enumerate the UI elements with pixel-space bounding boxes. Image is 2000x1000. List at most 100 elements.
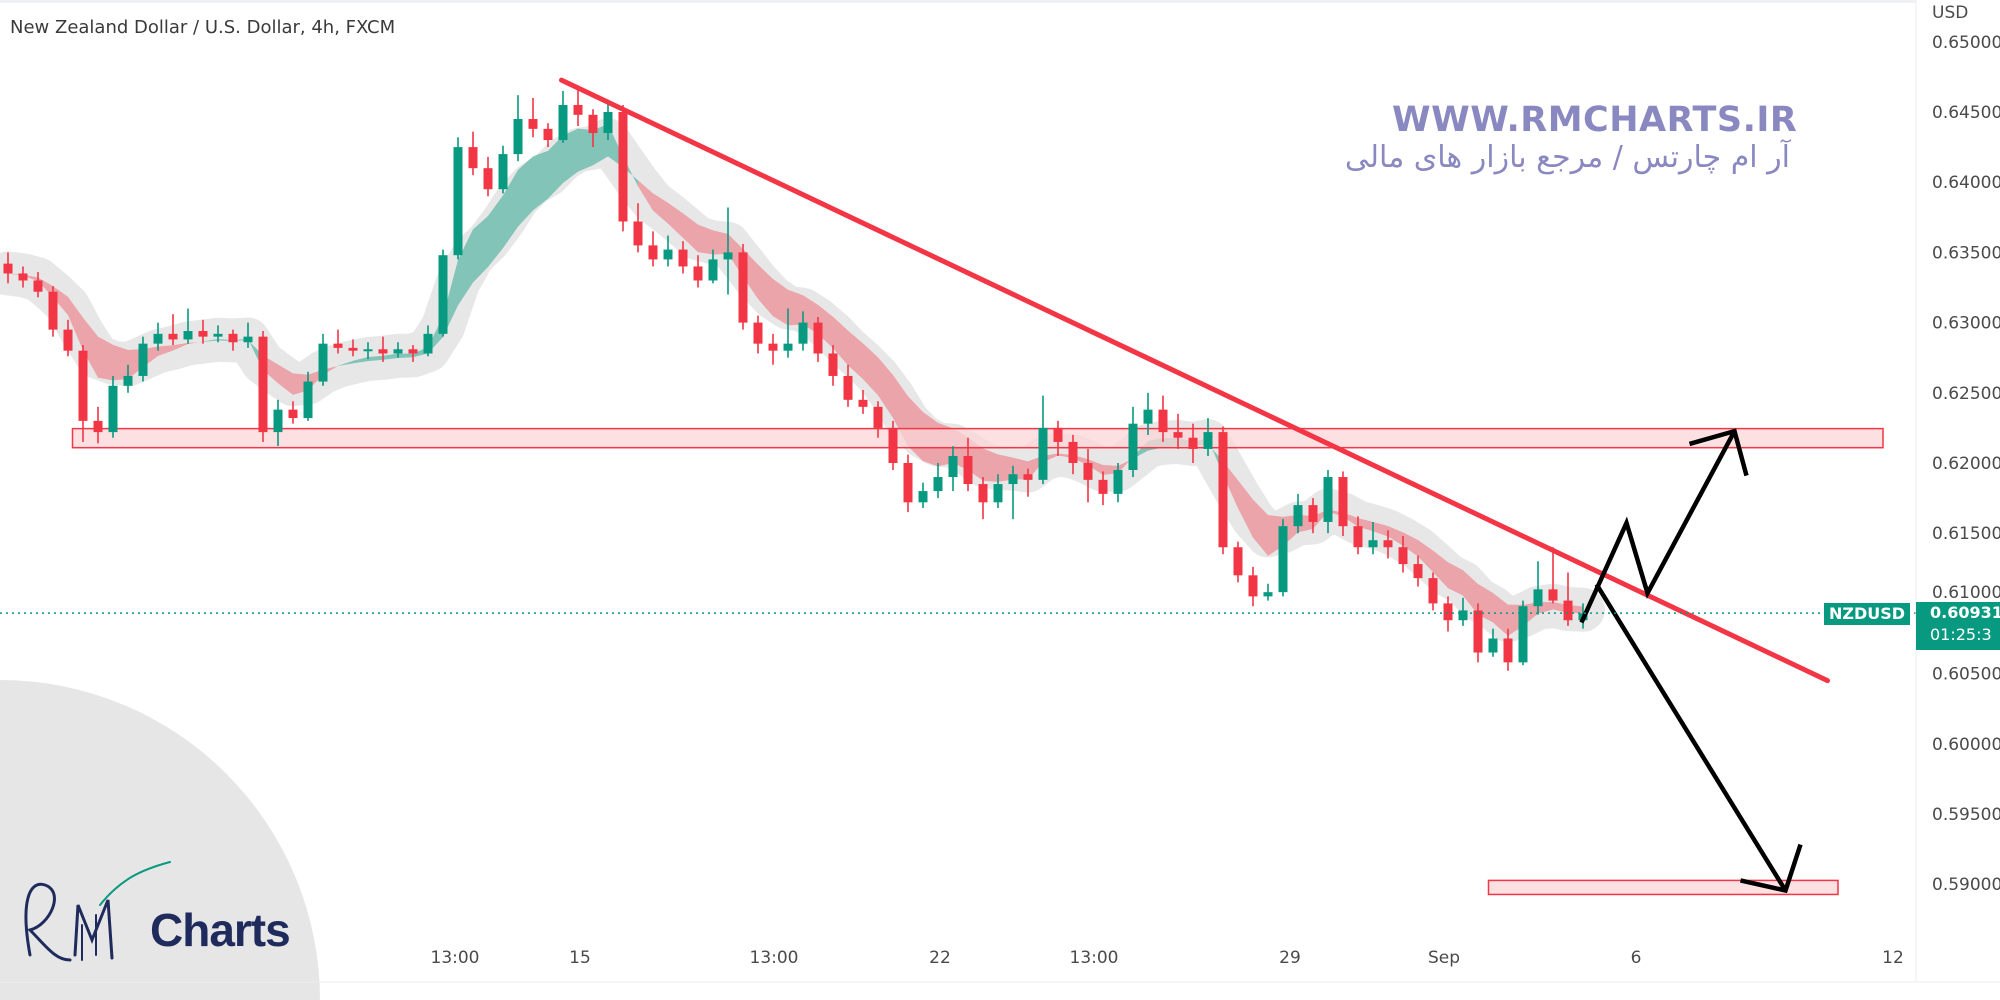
ma-ribbon-segment [1118, 456, 1133, 474]
ma-ribbon-segment [353, 356, 368, 364]
candle-body [1203, 432, 1213, 449]
ma-ribbon-segment [878, 357, 893, 418]
candle-body [1398, 547, 1408, 565]
candle-body [303, 381, 313, 419]
candle [453, 137, 463, 260]
candle [438, 249, 448, 337]
candle [1128, 406, 1138, 478]
candle [1188, 423, 1198, 463]
candle-body [1278, 526, 1288, 593]
candle-body [3, 263, 13, 274]
candle-body [1173, 432, 1183, 438]
price-tick-label: 0.64500 [1932, 103, 2000, 123]
candle [813, 316, 823, 362]
ma-ribbon-segment [1463, 570, 1478, 615]
candle [378, 336, 388, 362]
candle [663, 235, 673, 267]
candle [963, 437, 973, 492]
candle-body [258, 336, 268, 433]
candle-body [1533, 589, 1543, 607]
ma-ribbon-segment [698, 224, 713, 255]
logo-rm-script [24, 861, 171, 962]
time-tick-label: 22 [929, 948, 951, 968]
price-tick-label: 0.60000 [1932, 735, 2000, 755]
candle [1383, 530, 1393, 559]
price-axis-bg[interactable] [1916, 0, 2000, 982]
candle-body [543, 128, 553, 141]
candle-body [228, 333, 238, 343]
candle-body [1548, 589, 1558, 601]
candle-body [483, 168, 493, 190]
candle [618, 104, 628, 232]
candle [1083, 448, 1093, 503]
ma-ribbon-segment [368, 355, 383, 362]
candle-body [1158, 409, 1168, 433]
bearish-projection-arrowhead-icon [1740, 843, 1803, 894]
ma-ribbon-segment [503, 169, 518, 249]
candle-body [1443, 603, 1453, 621]
candle [153, 322, 163, 351]
candle [33, 272, 43, 298]
candle-body [798, 322, 808, 344]
candle [1203, 418, 1213, 456]
price-tick-label: 0.62000 [1932, 454, 2000, 474]
candle [1218, 426, 1228, 555]
ma-ribbon-segment [158, 345, 173, 357]
candle [1353, 516, 1363, 555]
candle-body [903, 463, 913, 503]
ma-ribbon-segment [653, 193, 668, 224]
candle-body [378, 349, 388, 354]
candle-body [528, 119, 538, 129]
candle [78, 345, 88, 442]
top-border [0, 0, 2000, 3]
candle [1158, 395, 1168, 442]
candle [393, 342, 403, 358]
candle [483, 156, 493, 197]
candle [1143, 392, 1153, 435]
candle [648, 231, 658, 267]
time-tick-label: 13:00 [431, 948, 480, 968]
candle-body [363, 349, 373, 352]
candle [228, 329, 238, 351]
candle-body [1128, 423, 1138, 471]
candle-body [438, 255, 448, 334]
candle-body [1488, 638, 1498, 653]
candle [558, 90, 568, 143]
candle [1458, 597, 1468, 626]
candle-body [1053, 427, 1063, 442]
candle [288, 401, 298, 424]
candle [1518, 600, 1528, 666]
candle [1263, 583, 1273, 601]
candle-body [1188, 437, 1198, 449]
ma-ribbon-segment [458, 229, 473, 306]
candle-body [1113, 470, 1123, 494]
ma-ribbon-segment [1403, 532, 1418, 557]
candle-body [78, 350, 88, 421]
candle [123, 364, 133, 393]
candle [693, 255, 703, 288]
candle-body [1413, 564, 1423, 579]
candle-body [1518, 606, 1528, 663]
candle [1068, 434, 1078, 475]
candle-body [333, 343, 343, 348]
candle [573, 86, 583, 127]
candle-body [93, 420, 103, 433]
candle-body [498, 154, 508, 190]
time-tick-label: 12 [1882, 948, 1904, 968]
candle [138, 336, 148, 382]
candle-body [123, 375, 133, 386]
candle [1368, 521, 1378, 555]
candle-body [33, 280, 43, 292]
bullish-projection-arrowhead-icon [1688, 428, 1749, 477]
candle-body [318, 343, 328, 382]
candle [108, 375, 118, 438]
ma-ribbon-segment [1013, 457, 1028, 480]
ma-ribbon-segment [1493, 593, 1508, 636]
candle [1173, 413, 1183, 449]
candle [603, 103, 613, 141]
time-tick-label: 15 [569, 948, 591, 968]
price-tick-label: 0.59000 [1932, 875, 2000, 895]
candle [1113, 463, 1123, 503]
ma-ribbon-segment [833, 316, 848, 366]
